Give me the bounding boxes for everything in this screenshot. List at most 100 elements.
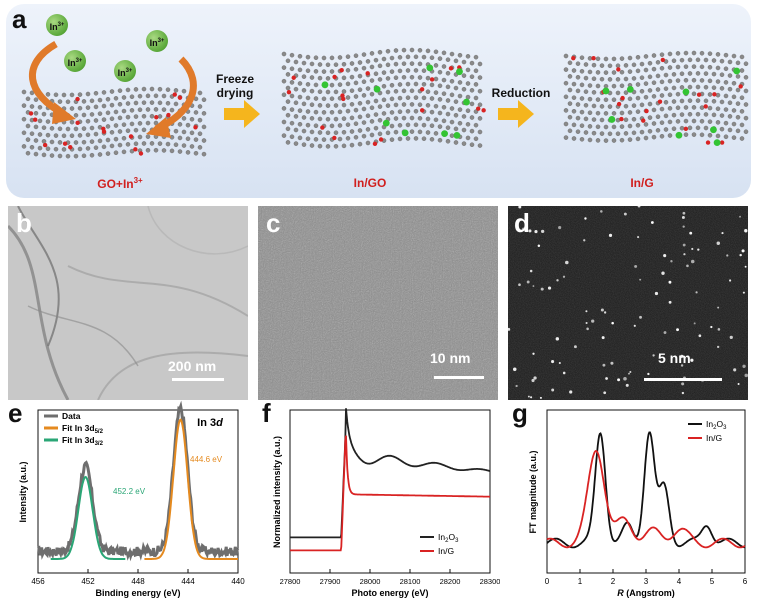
- carbon-atom: [449, 133, 455, 138]
- carbon-atom: [337, 136, 343, 142]
- carbon-atom: [433, 103, 439, 109]
- carbon-atom: [663, 113, 669, 119]
- carbon-atom: [281, 65, 287, 70]
- curved-arrow-right-head: [146, 117, 171, 138]
- carbon-atom: [361, 93, 367, 98]
- carbon-atom: [627, 110, 633, 115]
- carbon-atom: [349, 142, 355, 148]
- carbon-atom: [647, 101, 653, 107]
- carbon-atom: [739, 136, 745, 141]
- carbon-atom: [683, 78, 689, 83]
- carbon-atom: [301, 74, 307, 79]
- carbon-atom: [703, 71, 709, 76]
- x-tick-label: 440: [231, 577, 245, 586]
- bright-atom-dot: [744, 229, 748, 233]
- carbon-atom: [683, 50, 689, 56]
- carbon-atom: [189, 144, 195, 149]
- carbon-atom: [563, 53, 569, 59]
- bright-atom-dot: [528, 229, 532, 233]
- carbon-atom: [595, 56, 601, 62]
- carbon-atom: [579, 137, 585, 142]
- carbon-atom: [133, 100, 139, 106]
- carbon-atom: [449, 79, 455, 84]
- carbon-atom: [329, 55, 335, 61]
- x-tick-label: 452: [81, 577, 95, 586]
- carbon-atom: [595, 83, 601, 89]
- carbon-atom: [325, 62, 331, 68]
- carbon-atom: [297, 108, 303, 113]
- carbon-atom: [345, 108, 351, 114]
- carbon-atom: [309, 143, 315, 148]
- carbon-atom: [449, 106, 455, 111]
- indium-atom: [675, 131, 683, 139]
- exafs-chart: 0 1 2 3 4 5 6 R (Angstrom) FT magnitude (a.u.)…: [528, 409, 748, 598]
- carbon-atom: [575, 102, 581, 107]
- carbon-atom: [301, 142, 307, 147]
- carbon-atom: [349, 88, 355, 93]
- carbon-atom: [635, 109, 641, 114]
- carbon-atom: [583, 62, 589, 67]
- carbon-atom: [727, 127, 733, 133]
- carbon-atom: [357, 114, 363, 120]
- carbon-atom: [719, 113, 725, 118]
- x-tick-label: 6: [743, 577, 748, 586]
- oxygen-group: [332, 135, 337, 141]
- ingo-sheet-middle: [281, 47, 486, 149]
- carbon-atom: [663, 72, 669, 78]
- xanes-chart: 27800 27900 28000 28100 28200 28300 Photo ene…: [272, 408, 500, 598]
- carbon-atom: [321, 110, 327, 115]
- carbon-atom: [679, 71, 685, 77]
- carbon-atom: [421, 122, 427, 128]
- carbon-atom: [321, 55, 327, 61]
- carbon-atom: [349, 129, 355, 134]
- ing-sheet-right: [563, 50, 749, 147]
- x-tick-label: 444: [181, 577, 195, 586]
- oxygen-group: [660, 57, 666, 63]
- indium-atom: [321, 81, 329, 89]
- carbon-atom: [413, 136, 419, 141]
- carbon-atom: [313, 123, 319, 128]
- carbon-atom: [711, 58, 717, 63]
- x-tick-label: 27900: [320, 577, 341, 586]
- bright-atom-dot: [739, 253, 742, 257]
- carbon-atom: [659, 79, 665, 85]
- carbon-atom: [707, 78, 713, 84]
- carbon-atom: [313, 137, 319, 142]
- carbon-atom: [429, 55, 435, 60]
- carbon-atom: [735, 115, 741, 120]
- carbon-atom: [389, 55, 395, 61]
- carbon-atom: [655, 87, 661, 92]
- carbon-atom: [425, 130, 431, 135]
- carbon-atom: [671, 72, 677, 77]
- carbon-atom: [29, 131, 35, 136]
- bright-atom-dot: [512, 367, 517, 372]
- carbon-atom: [571, 81, 577, 87]
- carbon-atom: [101, 117, 107, 122]
- carbon-atom: [711, 85, 717, 90]
- carbon-atom: [567, 74, 573, 79]
- carbon-atom: [149, 100, 155, 105]
- carbon-atom: [639, 61, 645, 67]
- carbon-atom: [129, 94, 135, 99]
- panel-letter-e: e: [8, 398, 23, 428]
- carbon-atom: [197, 104, 203, 109]
- carbon-atom: [361, 133, 367, 139]
- panel-letter-a: a: [12, 4, 27, 34]
- carbon-atom: [381, 83, 387, 89]
- carbon-atom: [563, 80, 569, 86]
- oxygen-group: [591, 56, 596, 61]
- carbon-atom: [301, 88, 307, 93]
- carbon-atom: [385, 130, 391, 136]
- carbon-atom: [361, 120, 367, 125]
- carbon-atom: [145, 120, 151, 126]
- bright-atom-dot: [537, 244, 541, 247]
- carbon-atom: [731, 121, 737, 127]
- bright-atom-dot: [729, 335, 733, 339]
- carbon-atom: [695, 125, 701, 131]
- carbon-atom: [333, 103, 339, 108]
- carbon-atom: [421, 82, 427, 87]
- scale-label-b: 200 nm: [168, 358, 217, 374]
- carbon-atom: [457, 93, 463, 99]
- carbon-atom: [193, 110, 199, 115]
- carbon-atom: [683, 118, 689, 124]
